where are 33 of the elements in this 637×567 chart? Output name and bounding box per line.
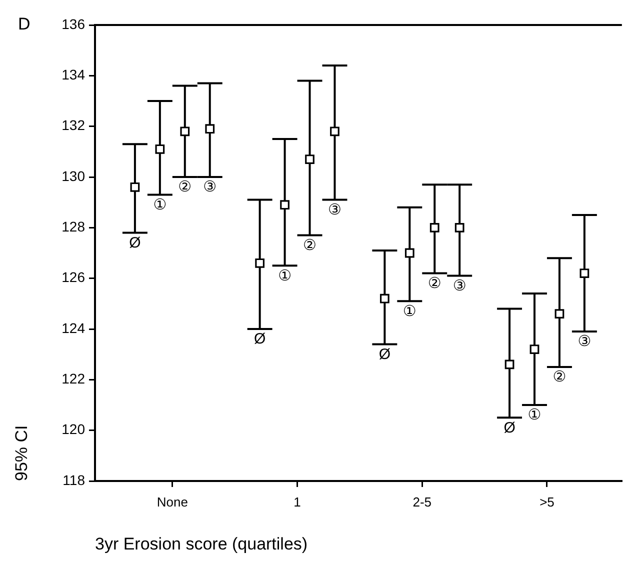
y-tick-label: 120 — [62, 421, 86, 438]
y-tick-label: 134 — [62, 66, 86, 83]
x-tick-label: 1 — [294, 494, 301, 510]
x-tick-label: 2-5 — [412, 494, 432, 510]
text: Ø — [504, 419, 516, 436]
text: ② — [178, 178, 192, 196]
y-tick-label: 136 — [62, 16, 86, 32]
y-tick-label: 132 — [62, 117, 86, 134]
text: ① — [278, 267, 292, 284]
text: ① — [528, 406, 542, 424]
x-axis-title: 3yr Erosion score (quartiles) — [95, 534, 308, 554]
text: Ø — [378, 346, 391, 363]
y-tick-label: 118 — [62, 472, 86, 488]
x-tick-label: None — [156, 494, 188, 510]
text: D — [18, 14, 30, 34]
text: ② — [552, 368, 566, 386]
x-tick-label: >5 — [540, 494, 554, 510]
y-tick-label: 128 — [62, 218, 86, 235]
text: ① — [153, 196, 167, 214]
text: ② — [303, 236, 316, 254]
y-axis-title: 95% CI — [12, 425, 31, 481]
y-tick-label: 124 — [62, 320, 86, 336]
y-tick-label: 130 — [62, 168, 86, 184]
y-tick-label: 126 — [62, 269, 86, 286]
text: ② — [428, 274, 442, 292]
text: Ø — [129, 234, 141, 252]
text: ③ — [203, 178, 217, 196]
text: ③ — [328, 201, 342, 218]
text: ③ — [452, 277, 466, 294]
text: ③ — [578, 333, 592, 350]
y-tick-label: 122 — [62, 370, 86, 387]
text: Ø — [254, 330, 266, 348]
text: ① — [402, 302, 416, 320]
